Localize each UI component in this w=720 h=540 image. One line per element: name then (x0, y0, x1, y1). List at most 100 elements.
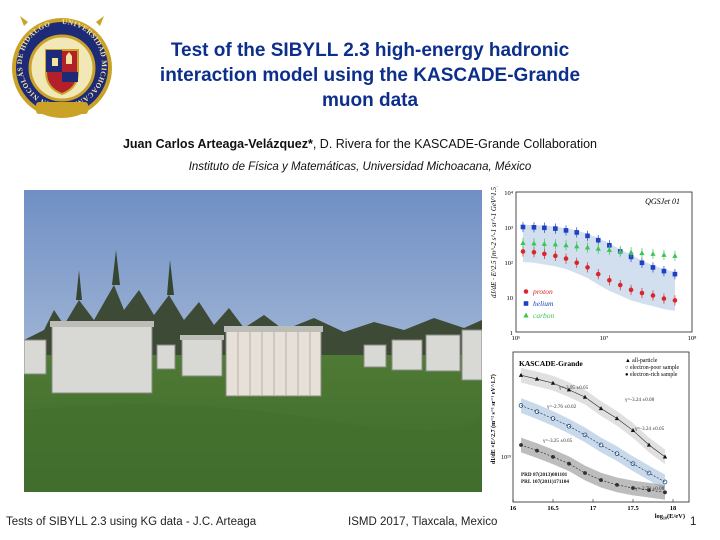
all-particle-point (534, 376, 540, 381)
plot1-ytick-label: 1 (510, 330, 513, 337)
plot2-xtick-label: 17 (590, 505, 597, 512)
helium-point (542, 225, 547, 231)
carbon-point (520, 240, 526, 245)
plot1-ytick-label: 10 (507, 295, 514, 302)
institution: Instituto de Física y Matemáticas, Unive… (188, 161, 532, 173)
plot2-annotation: γ=-2.79 ±0.08 (635, 486, 665, 492)
proton-point (531, 249, 537, 255)
proton-point (553, 253, 558, 259)
proton-point (650, 293, 656, 298)
proton-point (628, 287, 634, 293)
electron-poor-sample-point (566, 423, 572, 429)
plot2-xtick-label: 18 (670, 505, 677, 512)
plot2-annotation: PRL 107(2011)171104 (521, 478, 569, 485)
plot1-title: QGSJet 01 (645, 197, 680, 206)
carbon-point (650, 251, 656, 256)
carbon-point (531, 240, 537, 246)
plot2-ylabel: dI/dE ×E^2.7 (m⁻² s⁻¹ sr⁻¹ eV^1.7) (490, 374, 497, 464)
title-line-1: Test of the SIBYLL 2.3 high-energy hadro… (170, 40, 570, 61)
plot2-annotation: γ=-2.95 ±0.05 (559, 385, 589, 391)
carbon-point (584, 244, 591, 250)
footer-center: ISMD 2017, Tlaxcala, Mexico (348, 516, 498, 528)
plot2-annotation: γ=-2.76 ±0.02 (547, 404, 577, 410)
electron-poor-sample-point (614, 451, 620, 456)
plot2-frame (512, 351, 690, 503)
kascade-grande-chart: KASCADE-Grande dI/dE ×E^2.7 (m⁻² s⁻¹ sr⁻… (485, 344, 695, 522)
plot1-xtick-label: 10⁷ (600, 335, 609, 340)
qgsjet-model-band (522, 224, 675, 311)
slide-title: Test of the SIBYLL 2.3 high-energy hadro… (120, 38, 620, 113)
plot2-annotation: γ=-3.24 ±0.05 (635, 426, 665, 432)
legend-helium-label: helium (533, 299, 554, 308)
plot2-annotation: γ=-3.25 ±0.05 (543, 438, 573, 444)
carbon-point (628, 249, 634, 255)
author-line: Juan Carlos Arteaga-Velázquez*, D. River… (0, 137, 720, 151)
legend-carbon-marker (523, 312, 529, 318)
presenting-author: Juan Carlos Arteaga-Velázquez* (122, 137, 313, 151)
legend-proton-label: proton (532, 287, 553, 296)
proton-point (542, 251, 547, 257)
legend-carbon-label: carbon (533, 311, 554, 320)
carbon-point (606, 247, 612, 253)
plot1-xtick-label: 10⁸ (688, 335, 698, 340)
electron-rich-sample-point (519, 443, 523, 447)
plot2-xlabel: log₁₀(E/eV) (655, 513, 685, 520)
plot2-xtick-label: 16.5 (547, 505, 559, 512)
helium-point (520, 224, 526, 230)
helium-point (574, 230, 580, 235)
plot1-ytick-label: 10² (505, 260, 514, 267)
electron-poor-sample-line (520, 405, 666, 483)
helium-point (553, 226, 558, 231)
plot2-title: KASCADE-Grande (519, 359, 583, 368)
plot2-legend-entry: ○ electron-poor sample (625, 365, 679, 371)
carbon-point (595, 245, 601, 251)
carbon-point (639, 250, 645, 256)
title-line-3: muon data (321, 90, 419, 111)
all-particle-point (518, 372, 524, 377)
all-particle-line (520, 374, 666, 458)
electron-poor-sample-band (521, 398, 665, 490)
proton-point (563, 256, 569, 261)
all-particle-band (521, 367, 665, 465)
proton-point (595, 271, 601, 277)
all-particle-point (662, 454, 668, 459)
carbon-point (552, 241, 558, 247)
proton-point (672, 298, 678, 303)
helium-point (585, 233, 590, 239)
proton-point (617, 282, 623, 288)
helium-point (650, 265, 656, 270)
plot1-ytick-label: 10⁴ (504, 190, 514, 197)
title-line-2: interaction model using the KASCADE-Gran… (159, 65, 581, 86)
helium-point (563, 228, 569, 233)
electron-rich-sample-point (663, 490, 667, 495)
plot2-xtick-label: 17.5 (627, 505, 639, 512)
plot2-legend-entry: ● electron-rich sample (625, 372, 678, 378)
helium-point (595, 237, 601, 243)
carbon-point (672, 253, 678, 258)
electron-rich-sample-point (615, 483, 619, 487)
electron-rich-sample-point (567, 461, 571, 466)
electron-poor-sample-point (518, 403, 524, 408)
model-band-area (522, 224, 675, 311)
proton-point (585, 265, 590, 270)
helium-point (531, 225, 537, 230)
electron-rich-sample-line (520, 444, 666, 493)
plot1-ylabel: dJ/dE · E^2.5 [m^-2 s^-1 sr^-1 GeV^1.5] (490, 186, 498, 298)
helium-point (661, 268, 667, 274)
carbon-point (563, 242, 569, 248)
carbon-point (661, 252, 667, 257)
carbon-point (574, 243, 580, 249)
electron-rich-sample-point (535, 448, 539, 453)
carbon-point (617, 248, 623, 254)
electron-poor-sample-point (550, 416, 556, 421)
plot2-annotation: PRD 87(2013)081101 (521, 471, 568, 478)
plot2-legend-entry: ▲ all-particle (625, 358, 658, 364)
plot1-frame (515, 191, 693, 333)
proton-point (661, 296, 667, 301)
proton-point (520, 249, 526, 254)
plot2-ytick-label: 10¹⁹ (501, 455, 511, 461)
helium-point (639, 260, 645, 266)
electron-rich-sample-band (521, 437, 665, 500)
kascade-grande-photo (24, 190, 482, 492)
university-seal: UNIVERSIDAD MICHOACANA DE SAN NICOLÁS DE… (12, 16, 112, 118)
